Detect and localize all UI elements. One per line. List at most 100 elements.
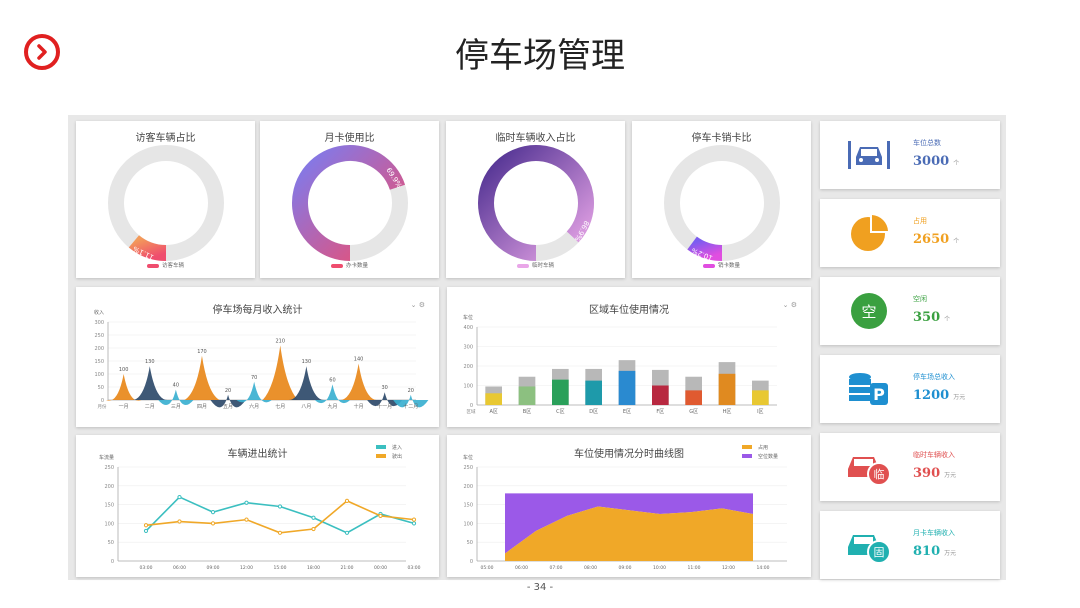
series-point — [378, 513, 383, 518]
series-point — [344, 530, 350, 535]
bar-used — [752, 390, 769, 405]
income-peak — [184, 355, 220, 400]
x-tick-label: 十月 — [354, 403, 364, 410]
chart-title: 停车场每月收入统计 — [212, 305, 303, 316]
peak-value-label: 130 — [145, 359, 155, 365]
series-point — [411, 517, 417, 522]
donut-arc — [478, 145, 594, 261]
x-tick-label: 08:00 — [584, 565, 597, 571]
income-peak — [210, 394, 246, 408]
peak-value-label: 70 — [251, 375, 257, 381]
svg-text:固: 固 — [874, 546, 885, 559]
parking-coins-icon: P — [846, 369, 892, 409]
y-axis-label: 车位 — [463, 454, 473, 461]
series-point — [244, 517, 249, 522]
temp-car-icon: 临 — [846, 447, 892, 487]
x-tick-label: 09:00 — [619, 565, 632, 571]
next-circle-icon[interactable] — [24, 34, 60, 70]
donut-chart: 11.1% — [108, 145, 224, 261]
x-tick-label: 15:00 — [274, 565, 287, 571]
x-tick-label: 九月 — [327, 403, 337, 410]
y-tick-label: 150 — [104, 503, 114, 509]
x-tick-label: 00:00 — [374, 565, 387, 571]
income-peak — [314, 384, 351, 404]
vehicle-flow-chart: 0 50 100 150 200 250 车流量 03:00 06:00 09:00 12:00 15… — [99, 444, 421, 571]
y-axis-label: 收入 — [94, 309, 104, 316]
stat-label: 月卡车辆收入 — [913, 529, 955, 537]
donut-hole — [682, 163, 762, 243]
y-tick-label: 150 — [94, 359, 104, 365]
donut-card-monthly: 月卡使用比 69.9% 办卡数量 — [260, 121, 439, 278]
x-tick-label: 10:00 — [653, 565, 666, 571]
stat-card: 临 临时车辆收入 390 万元 — [820, 433, 1000, 501]
peak-value-label: 100 — [119, 367, 129, 373]
income-peak — [262, 345, 298, 400]
y-tick-label: 100 — [104, 521, 114, 527]
x-tick-label: I区 — [757, 409, 763, 415]
donut-legend[interactable]: 销卡数量 — [632, 261, 811, 269]
donut-card-temp-income: 临时车辆收入占比 86.9% 临时车辆 — [446, 121, 625, 278]
x-tick-label: D区 — [589, 409, 598, 415]
series-point — [210, 510, 216, 515]
stat-value: 350 个 — [913, 310, 950, 325]
stat-card: 车位总数 3000 个 — [820, 121, 1000, 189]
chart-tools[interactable]: ⌄ ⚙ — [782, 301, 797, 309]
y-tick-label: 50 — [108, 540, 114, 546]
donut-legend[interactable]: 办卡数量 — [260, 261, 439, 269]
series-point — [177, 494, 182, 500]
series-point — [143, 523, 149, 528]
x-tick-label: 12:00 — [722, 565, 735, 571]
donut-hole — [126, 163, 206, 243]
x-tick-label: 一月 — [119, 404, 129, 410]
y-tick-label: 0 — [470, 559, 473, 565]
legend-swatch — [376, 454, 386, 458]
donut-card-card-cancel: 停车卡销卡比 10.2% 销卡数量 — [632, 121, 811, 278]
x-tick-label: 八月 — [301, 404, 311, 410]
y-tick-label: 100 — [463, 521, 473, 527]
stat-number: 390 — [913, 466, 941, 481]
donut-legend[interactable]: 临时车辆 — [446, 261, 625, 269]
monthly-income-chart: 0 50 100 150 200 250 300 收入 100 一月 130 二月 40 三月 170 四月 2… — [94, 309, 429, 410]
stat-number: 1200 — [913, 388, 950, 403]
x-tick-label: B区 — [523, 409, 531, 415]
peak-value-label: 40 — [173, 383, 179, 389]
series-point — [344, 498, 350, 503]
donut-chart: 69.9% — [292, 145, 408, 261]
income-peak — [367, 392, 403, 407]
series-point — [244, 500, 249, 505]
stat-card: P 停车场总收入 1200 万元 — [820, 355, 1000, 423]
stat-value: 2650 个 — [913, 232, 959, 247]
series-point — [177, 519, 182, 524]
bar-used — [618, 370, 636, 405]
chart-title: 车位使用情况分时曲线图 — [574, 449, 684, 460]
monthly-car-icon: 固 — [846, 525, 892, 565]
x-tick-label: 06:00 — [515, 565, 528, 571]
legend-label: 销卡数量 — [717, 263, 740, 269]
income-peak — [340, 363, 377, 400]
x-origin-label: 区域 — [467, 408, 476, 415]
series-point — [277, 504, 283, 509]
chart-tools[interactable]: ⌄ ⚙ — [410, 301, 425, 309]
stat-value: 1200 万元 — [913, 388, 965, 403]
series-point — [143, 528, 149, 534]
car-space-icon — [846, 135, 892, 175]
y-tick-label: 50 — [98, 385, 104, 391]
x-tick-label: 09:00 — [207, 565, 220, 571]
stat-card: 空 空闲 350 个 — [820, 277, 1000, 345]
donut-legend[interactable]: 访客车辆 — [76, 261, 255, 269]
legend-swatch — [742, 445, 752, 449]
x-tick-label: 七月 — [275, 403, 285, 410]
x-tick-label: H区 — [723, 409, 732, 415]
peak-value-label: 140 — [354, 357, 364, 363]
hourly-usage-card: 车位使用情况分时曲线图 0 50 100 150 200 250 车位 05:00 06:00 0… — [447, 435, 811, 577]
bar-used — [518, 386, 536, 405]
donut-chart: 10.2% — [664, 145, 780, 262]
x-tick-label: E区 — [623, 409, 631, 415]
page-title: 停车场管理 — [455, 36, 625, 76]
donut-arc — [292, 145, 406, 261]
x-tick-label: 07:00 — [550, 565, 563, 571]
bar-used — [485, 393, 502, 405]
stat-number: 2650 — [913, 232, 950, 247]
stat-value: 390 万元 — [913, 466, 956, 481]
